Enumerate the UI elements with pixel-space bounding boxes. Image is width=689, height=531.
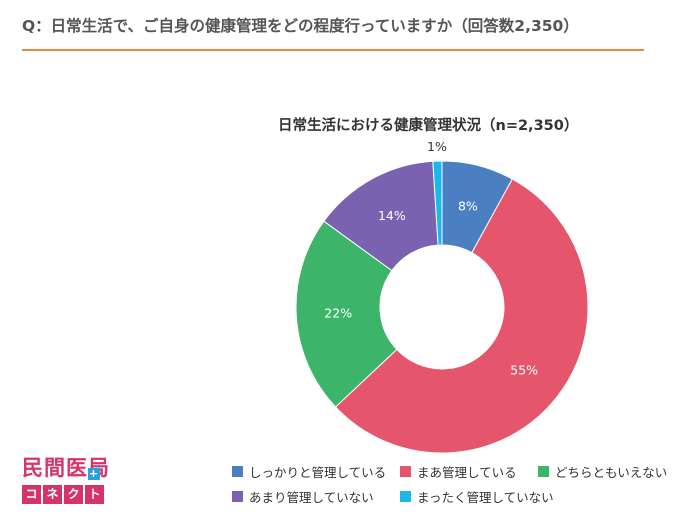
legend-label-2: どちらともいえない: [555, 465, 668, 480]
chart-title: 日常生活における健康管理状況（n=2,350）: [278, 118, 579, 134]
legend-item-3: あまり管理していない: [232, 487, 374, 506]
question-title: Q：日常生活で、ご自身の健康管理をどの程度行っていますか（回答数2,350）: [22, 17, 579, 35]
logo-char-0: コ: [22, 485, 41, 504]
legend-swatch-0: [232, 466, 243, 477]
slice-2: [295, 220, 398, 408]
brand-logo: 民間医局 + コ ネ ク ト: [22, 452, 112, 504]
logo-plus-icon: +: [88, 467, 100, 480]
logo-char-1: ネ: [43, 485, 62, 504]
legend-swatch-2: [538, 466, 549, 477]
logo-char-2: ク: [64, 485, 83, 504]
logo-char-3: ト: [85, 485, 104, 504]
legend-label-0: しっかりと管理している: [249, 465, 387, 480]
legend-label-1: まあ管理している: [417, 465, 517, 480]
logo-top-text: 民間医局 +: [22, 452, 112, 482]
slice-1: [334, 178, 589, 454]
slice-label-4: 1%: [427, 139, 447, 154]
header-divider: [22, 49, 644, 51]
legend-label-4: まったく管理していない: [417, 490, 554, 505]
slice-label-0: 8%: [458, 198, 478, 213]
slice-label-2: 22%: [324, 306, 352, 321]
legend-item-1: まあ管理している: [400, 462, 517, 481]
legend-label-3: あまり管理していない: [249, 490, 374, 505]
legend-swatch-4: [400, 491, 411, 502]
legend-item-4: まったく管理していない: [400, 487, 554, 506]
slice-label-1: 55%: [510, 363, 538, 378]
legend-item-0: しっかりと管理している: [232, 462, 386, 481]
legend-swatch-1: [400, 466, 411, 477]
slice-4: [432, 160, 443, 246]
legend-item-2: どちらともいえない: [538, 462, 667, 481]
logo-bottom-text: コ ネ ク ト: [22, 485, 112, 504]
legend-swatch-3: [232, 491, 243, 502]
slice-label-3: 14%: [378, 208, 406, 223]
